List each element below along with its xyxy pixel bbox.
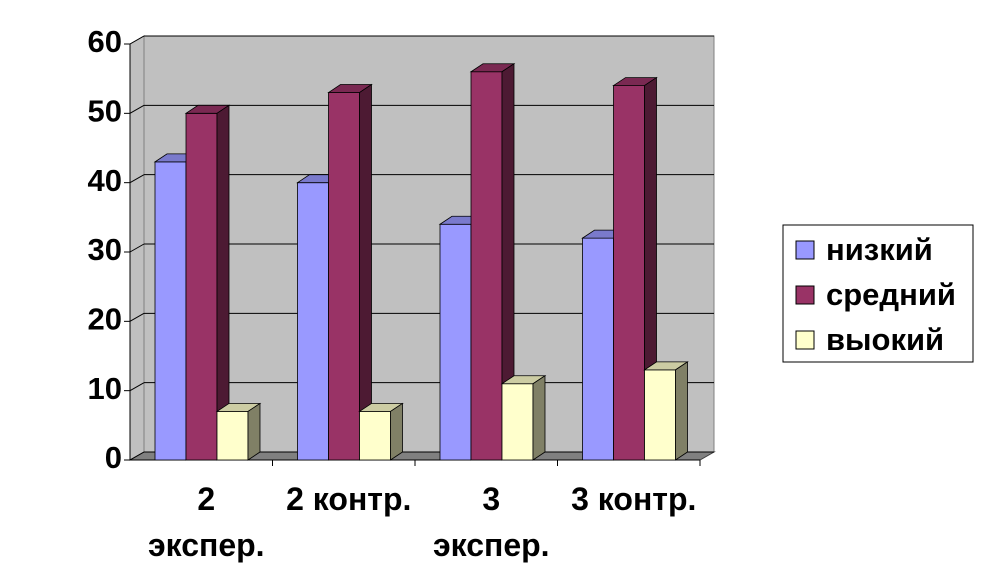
- bar-side: [532, 374, 546, 461]
- bar: [613, 85, 645, 461]
- x-tick-label: 3 контр.: [571, 481, 697, 517]
- bar: [439, 223, 472, 461]
- bar: [582, 237, 614, 461]
- legend-box: [782, 224, 974, 363]
- y-tick-label: 30: [88, 232, 122, 267]
- grid-line-side: [129, 243, 145, 253]
- bar-side: [247, 402, 261, 461]
- bar: [644, 369, 676, 461]
- grid-line-side: [129, 174, 145, 184]
- x-tick-label: 3 экспер.: [432, 481, 550, 563]
- y-tick-label: 40: [88, 163, 122, 198]
- bar-side: [390, 402, 403, 461]
- bar: [185, 112, 218, 461]
- y-tick-label: 20: [88, 302, 122, 337]
- legend-label: низкий: [826, 232, 933, 267]
- grid-line-side: [129, 104, 145, 114]
- bar-side: [675, 361, 688, 461]
- bar: [154, 161, 187, 461]
- legend-label: средний: [826, 277, 956, 312]
- bar: [216, 411, 249, 461]
- bar: [328, 92, 360, 461]
- x-tick-label: 2 экспер.: [147, 481, 265, 563]
- legend-swatch: [795, 285, 815, 305]
- bar-side: [359, 83, 372, 461]
- legend-swatch: [795, 240, 815, 260]
- bar: [297, 182, 329, 461]
- y-tick-label: 0: [105, 440, 122, 475]
- y-tick-label: 60: [88, 24, 122, 59]
- grid-line-side: [129, 451, 145, 461]
- y-tick-label: 50: [88, 94, 122, 129]
- bar: [359, 411, 391, 461]
- grid-line-side: [129, 382, 145, 392]
- grid-line-side: [129, 35, 145, 45]
- bar: [501, 383, 534, 461]
- legend-swatch: [795, 330, 815, 350]
- y-tick-label: 10: [88, 371, 122, 406]
- legend-label: выокий: [826, 322, 944, 357]
- bar: [470, 71, 503, 461]
- grid-line-side: [129, 312, 145, 322]
- x-tick-label: 2 контр.: [286, 481, 412, 517]
